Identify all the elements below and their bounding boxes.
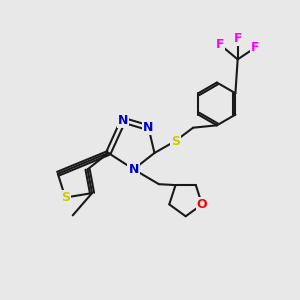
- Text: N: N: [143, 121, 154, 134]
- Text: N: N: [128, 163, 139, 176]
- Text: N: N: [118, 114, 128, 127]
- Text: S: S: [171, 135, 180, 148]
- Text: F: F: [233, 32, 242, 45]
- Text: F: F: [251, 41, 260, 54]
- Text: S: S: [61, 191, 70, 204]
- Text: O: O: [197, 198, 207, 211]
- Text: F: F: [216, 38, 224, 51]
